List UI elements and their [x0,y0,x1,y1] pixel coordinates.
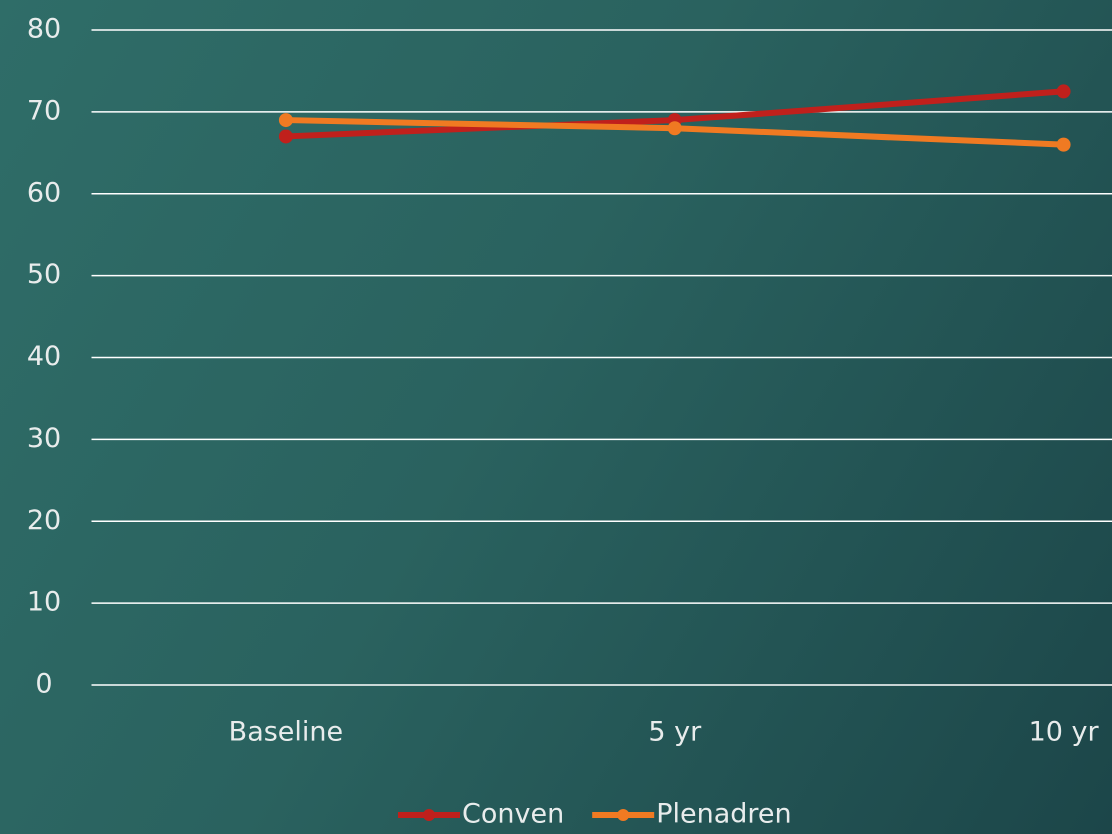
legend-label: Conven [462,799,564,830]
y-tick-label: 10 [27,587,61,618]
point-marker [667,121,682,136]
legend-label: Plenadren [656,799,791,830]
point-marker [278,129,293,144]
y-tick-label: 80 [27,14,61,45]
legend-swatch-marker [617,809,630,821]
legend-swatch-marker [423,809,435,821]
y-tick-label: 20 [27,505,61,536]
x-tick-label: 10 yr [1029,717,1100,748]
y-tick-label: 30 [27,423,61,454]
point-marker [1056,84,1071,99]
point-marker [278,113,293,128]
y-tick-label: 40 [27,341,61,372]
x-tick-label: Baseline [229,717,343,748]
legend: Conven Plenadren [398,799,792,830]
point-marker [1056,137,1071,152]
y-tick-label: 70 [27,95,61,126]
y-tick-label: 0 [35,669,52,700]
x-tick-label: 5 yr [648,717,702,748]
y-tick-label: 50 [27,259,61,290]
y-tick-label: 60 [27,177,61,208]
